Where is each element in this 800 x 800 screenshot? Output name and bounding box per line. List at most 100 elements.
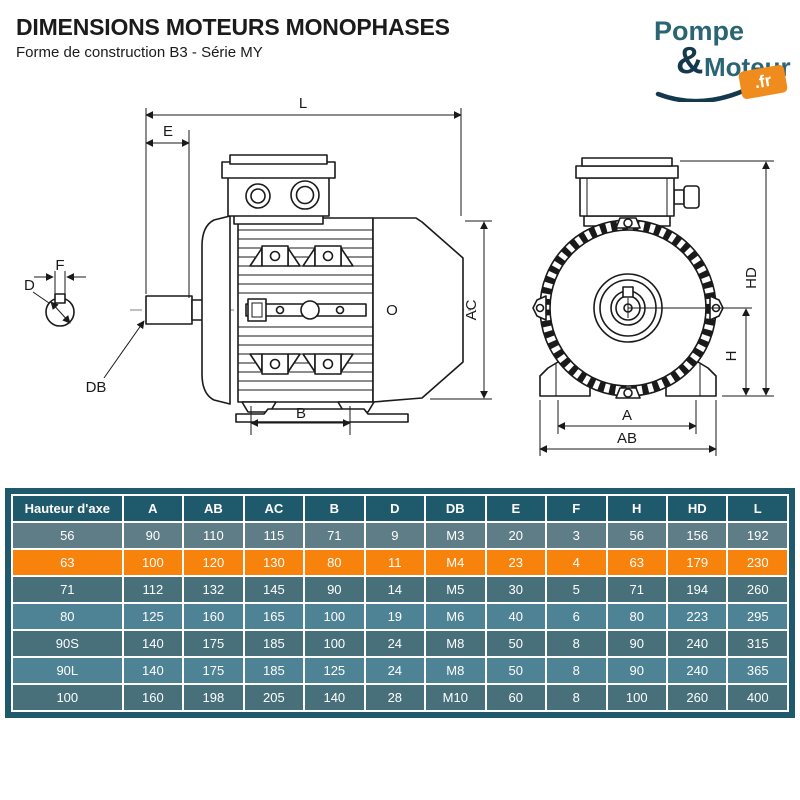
dim-label-L: L	[299, 95, 307, 112]
table-row: 63 100 120 130 80 11 M4 23 4 63 179 230	[11, 548, 789, 577]
value-cell: 365	[726, 656, 789, 685]
dimension-HD: HD	[680, 160, 774, 397]
terminal-box	[221, 154, 336, 225]
value-cell: 165	[242, 602, 306, 631]
logo-ampersand: &	[676, 40, 704, 82]
value-cell: 140	[121, 656, 185, 685]
side-view-drawing: O	[24, 95, 492, 435]
value-cell: 132	[182, 575, 245, 604]
value-cell: 24	[363, 629, 427, 658]
table-header-row: Hauteur d'axe A AB AC B D DB E F H HD L	[11, 494, 789, 523]
value-cell: 90	[605, 656, 668, 685]
bosses	[615, 217, 641, 399]
table-row: 80 125 160 165 100 19 M6 40 6 80 223 295	[11, 602, 789, 631]
value-cell: 30	[484, 575, 548, 604]
value-cell: 11	[363, 548, 427, 577]
value-cell: 115	[242, 521, 306, 550]
dim-label-DB: DB	[86, 379, 107, 396]
value-cell: 100	[605, 683, 668, 712]
front-view-drawing: HD H A AB	[532, 157, 774, 456]
value-cell: 145	[242, 575, 306, 604]
value-cell: M5	[424, 575, 487, 604]
value-cell: 260	[665, 683, 729, 712]
dimension-A: A	[557, 400, 697, 434]
value-cell: 160	[182, 602, 245, 631]
dim-label-O: O	[386, 302, 398, 319]
value-cell: 198	[182, 683, 245, 712]
value-cell: 24	[363, 656, 427, 685]
value-cell: 14	[363, 575, 427, 604]
value-cell: 160	[121, 683, 185, 712]
value-cell: 60	[484, 683, 548, 712]
dim-label-F: F	[55, 257, 64, 274]
value-cell: 63	[605, 548, 668, 577]
dim-label-HD: HD	[743, 267, 760, 289]
table-row: 71 112 132 145 90 14 M5 30 5 71 194 260	[11, 575, 789, 604]
value-cell: M8	[424, 656, 487, 685]
value-cell: 90	[121, 521, 185, 550]
dim-label-AB: AB	[617, 430, 637, 447]
dimension-AC: AC	[430, 220, 492, 400]
value-cell: 140	[121, 629, 185, 658]
table-row: 100 160 198 205 140 28 M10 60 8 100 260 400	[11, 683, 789, 712]
row-header-cell: 100	[11, 683, 124, 712]
value-cell: 56	[605, 521, 668, 550]
value-cell: 100	[121, 548, 185, 577]
value-cell: 8	[545, 683, 608, 712]
value-cell: 125	[121, 602, 185, 631]
dim-label-E: E	[163, 123, 173, 140]
value-cell: 90	[605, 629, 668, 658]
dimension-B: B	[250, 405, 351, 435]
value-cell: 223	[665, 602, 729, 631]
value-cell: 50	[484, 629, 548, 658]
row-header-cell: 80	[11, 602, 124, 631]
value-cell: 130	[242, 548, 306, 577]
row-header-cell: 56	[11, 521, 124, 550]
value-cell: 240	[665, 656, 729, 685]
value-cell: 175	[182, 656, 245, 685]
value-cell: 90	[303, 575, 366, 604]
value-cell: 140	[303, 683, 366, 712]
value-cell: 175	[182, 629, 245, 658]
dim-label-D: D	[24, 277, 35, 294]
row-header-cell: 71	[11, 575, 124, 604]
value-cell: 156	[665, 521, 729, 550]
value-cell: 230	[726, 548, 789, 577]
value-cell: 28	[363, 683, 427, 712]
row-header-cell: 63	[11, 548, 124, 577]
dim-label-AC: AC	[463, 299, 480, 320]
value-cell: 3	[545, 521, 608, 550]
value-cell: 100	[303, 629, 366, 658]
dimension-H: H	[723, 308, 750, 396]
value-cell: M6	[424, 602, 487, 631]
value-cell: 205	[242, 683, 306, 712]
value-cell: 8	[545, 656, 608, 685]
value-cell: 192	[726, 521, 789, 550]
dim-label-H: H	[723, 351, 740, 362]
value-cell: 185	[242, 656, 306, 685]
middle-rail	[245, 298, 367, 322]
row-header-cell: 90S	[11, 629, 124, 658]
pompe-moteur-logo: Pompe & Moteur .fr	[628, 10, 796, 102]
value-cell: 112	[121, 575, 185, 604]
row-header-cell: 90L	[11, 656, 124, 685]
dimensions-table: Hauteur d'axe A AB AC B D DB E F H HD L 56 90 110 115 7…	[5, 488, 795, 718]
value-cell: 20	[484, 521, 548, 550]
value-cell: 8	[545, 629, 608, 658]
column-header: HD	[665, 494, 729, 523]
dimension-AB: AB	[539, 400, 717, 456]
value-cell: M8	[424, 629, 487, 658]
value-cell: 4	[545, 548, 608, 577]
dim-label-B: B	[296, 405, 306, 422]
column-header: Hauteur d'axe	[11, 494, 124, 523]
value-cell: 80	[605, 602, 668, 631]
value-cell: 185	[242, 629, 306, 658]
value-cell: 260	[726, 575, 789, 604]
column-header: B	[303, 494, 366, 523]
value-cell: 9	[363, 521, 427, 550]
page-title: DIMENSIONS MOTEURS MONOPHASES	[16, 14, 450, 40]
page-subtitle: Forme de construction B3 - Série MY	[16, 44, 263, 61]
value-cell: 240	[665, 629, 729, 658]
value-cell: 71	[605, 575, 668, 604]
column-header: F	[545, 494, 608, 523]
